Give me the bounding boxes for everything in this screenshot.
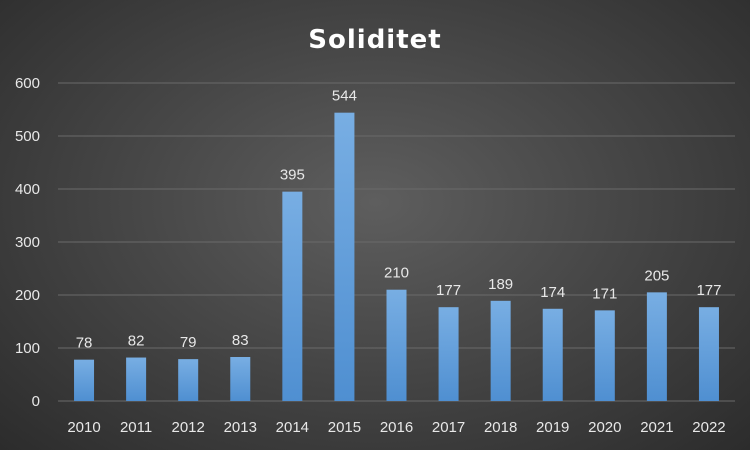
y-tick-label: 600 bbox=[15, 75, 40, 92]
data-label: 78 bbox=[76, 335, 93, 352]
data-label: 205 bbox=[644, 267, 669, 284]
bar-2016 bbox=[386, 289, 407, 401]
chart-title: Soliditet bbox=[308, 25, 441, 55]
data-label: 210 bbox=[384, 265, 409, 282]
y-tick-label: 0 bbox=[32, 393, 40, 410]
x-tick-label: 2020 bbox=[588, 419, 621, 436]
x-tick-label: 2017 bbox=[432, 419, 465, 436]
bar-2021 bbox=[646, 292, 667, 401]
bar-2011 bbox=[126, 357, 147, 401]
data-label: 83 bbox=[232, 332, 249, 349]
x-tick-label: 2012 bbox=[172, 419, 205, 436]
bar-2017 bbox=[438, 307, 459, 401]
bar-2019 bbox=[542, 308, 563, 401]
bar-2013 bbox=[230, 357, 251, 401]
bar-2022 bbox=[698, 307, 719, 401]
y-tick-label: 500 bbox=[15, 128, 40, 145]
y-tick-label: 300 bbox=[15, 234, 40, 251]
x-tick-label: 2021 bbox=[640, 419, 673, 436]
x-tick-label: 2018 bbox=[484, 419, 517, 436]
x-tick-label: 2011 bbox=[120, 419, 152, 436]
data-label: 171 bbox=[592, 285, 617, 302]
x-tick-label: 2014 bbox=[276, 419, 309, 436]
bar-2020 bbox=[594, 310, 615, 401]
x-tick-label: 2015 bbox=[328, 419, 361, 436]
bar-2014 bbox=[282, 191, 303, 401]
data-label: 82 bbox=[128, 333, 145, 350]
x-tick-label: 2022 bbox=[692, 419, 725, 436]
bar-2010 bbox=[74, 359, 95, 401]
x-tick-label: 2010 bbox=[67, 419, 100, 436]
data-label: 177 bbox=[436, 282, 461, 299]
data-label: 177 bbox=[696, 282, 721, 299]
x-tick-label: 2016 bbox=[380, 419, 413, 436]
bar-2015 bbox=[334, 112, 355, 402]
y-tick-label: 400 bbox=[15, 181, 40, 198]
bar-2012 bbox=[178, 359, 199, 401]
data-label: 79 bbox=[180, 334, 197, 351]
data-label: 544 bbox=[332, 88, 357, 105]
data-label: 174 bbox=[540, 284, 565, 301]
data-label: 189 bbox=[488, 276, 513, 293]
x-tick-label: 2013 bbox=[224, 419, 257, 436]
y-tick-label: 200 bbox=[15, 287, 40, 304]
x-tick-label: 2019 bbox=[536, 419, 569, 436]
y-tick-label: 100 bbox=[15, 340, 40, 357]
bar-2018 bbox=[490, 300, 511, 401]
data-label: 395 bbox=[280, 167, 305, 184]
